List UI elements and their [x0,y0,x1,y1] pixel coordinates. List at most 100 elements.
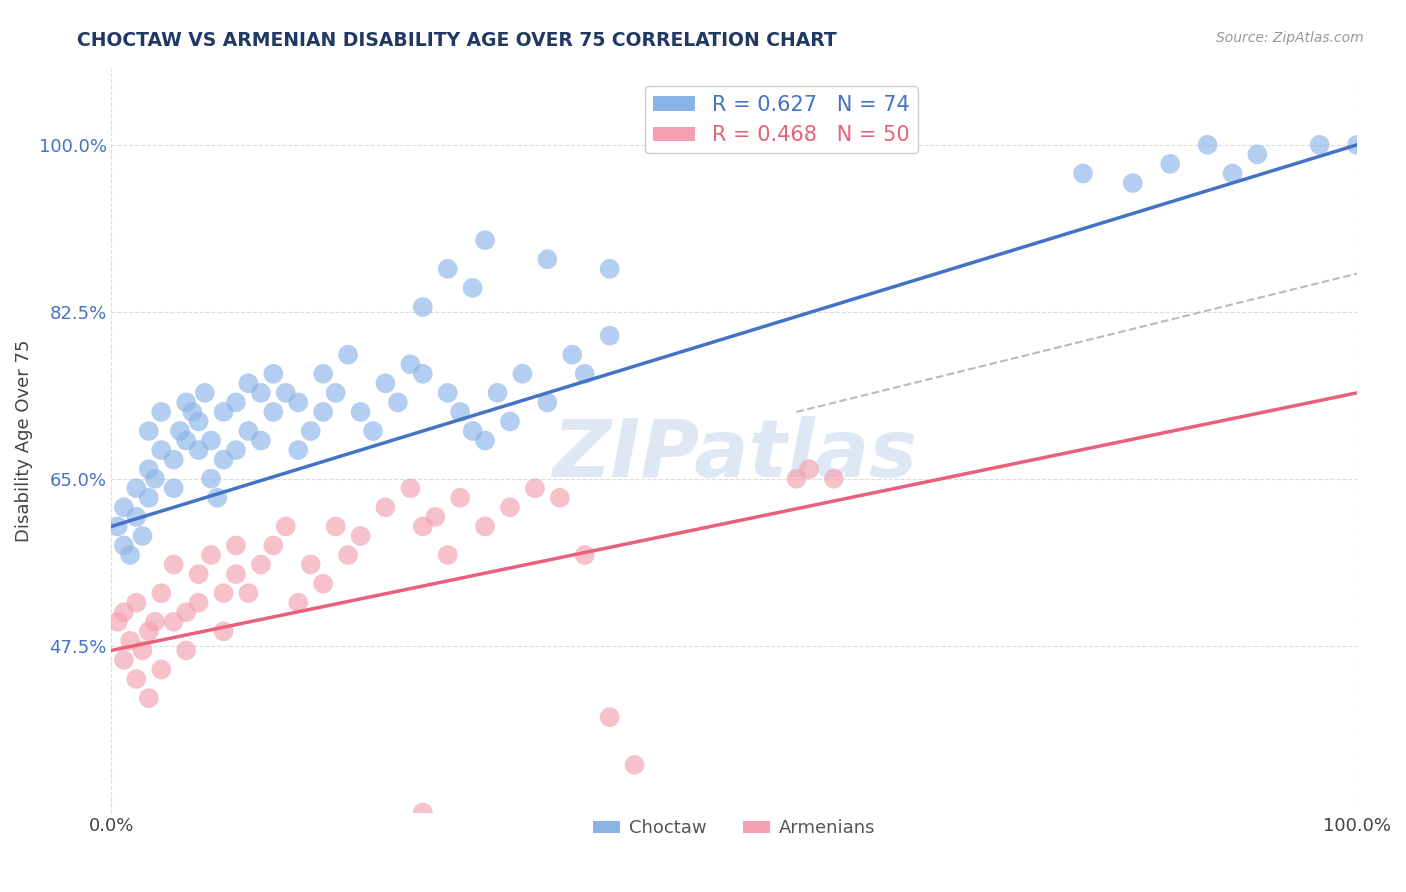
Point [194,385,217,400]
Point [1222,166,1244,180]
Point [486,385,509,400]
Point [150,405,173,419]
Point [287,395,309,409]
Point [1309,137,1331,152]
Point [349,405,371,419]
Point [412,519,434,533]
Point [150,586,173,600]
Point [112,605,135,619]
Point [1122,176,1144,190]
Point [138,424,160,438]
Point [143,615,166,629]
Point [599,710,621,724]
Point [174,605,197,619]
Point [174,434,197,448]
Point [449,405,471,419]
Point [325,385,347,400]
Point [169,424,191,438]
Point [349,529,371,543]
Point [599,328,621,343]
Point [536,395,558,409]
Point [574,548,596,562]
Point [225,395,247,409]
Point [174,643,197,657]
Point [174,395,197,409]
Point [125,509,148,524]
Point [225,443,247,458]
Point [112,653,135,667]
Point [412,367,434,381]
Point [238,586,260,600]
Point [623,757,645,772]
Point [238,424,260,438]
Point [250,434,273,448]
Point [138,462,160,476]
Point [250,385,273,400]
Point [436,261,458,276]
Point [274,519,297,533]
Point [150,663,173,677]
Point [461,281,484,295]
Point [200,472,222,486]
Point [262,367,284,381]
Point [207,491,229,505]
Point [262,405,284,419]
Point [163,558,186,572]
Text: CHOCTAW VS ARMENIAN DISABILITY AGE OVER 75 CORRELATION CHART: CHOCTAW VS ARMENIAN DISABILITY AGE OVER … [77,31,837,50]
Point [187,443,209,458]
Point [299,424,322,438]
Point [399,357,422,371]
Point [299,558,322,572]
Point [561,348,583,362]
Point [262,539,284,553]
Point [143,472,166,486]
Point [599,261,621,276]
Point [361,424,384,438]
Point [125,672,148,686]
Point [107,519,129,533]
Point [461,424,484,438]
Point [138,691,160,706]
Point [797,462,820,476]
Point [212,452,235,467]
Point [574,367,596,381]
Point [187,596,209,610]
Point [212,624,235,639]
Point [325,519,347,533]
Point [312,576,335,591]
Text: Source: ZipAtlas.com: Source: ZipAtlas.com [1216,31,1364,45]
Point [436,548,458,562]
Point [120,633,142,648]
Point [200,434,222,448]
Point [150,443,173,458]
Point [823,472,845,486]
Point [138,624,160,639]
Point [112,500,135,515]
Point [312,405,335,419]
Point [499,414,522,428]
Point [785,472,807,486]
Point [374,376,396,391]
Point [287,596,309,610]
Point [1071,166,1094,180]
Point [474,434,496,448]
Point [107,615,129,629]
Point [187,567,209,582]
Point [274,385,297,400]
Point [212,405,235,419]
Point [412,300,434,314]
Point [425,509,447,524]
Point [138,491,160,505]
Point [212,586,235,600]
Point [287,443,309,458]
Point [163,452,186,467]
Point [412,805,434,820]
Y-axis label: Disability Age Over 75: Disability Age Over 75 [15,339,32,541]
Point [250,558,273,572]
Point [536,252,558,267]
Point [312,367,335,381]
Point [225,539,247,553]
Point [225,567,247,582]
Point [163,615,186,629]
Point [449,491,471,505]
